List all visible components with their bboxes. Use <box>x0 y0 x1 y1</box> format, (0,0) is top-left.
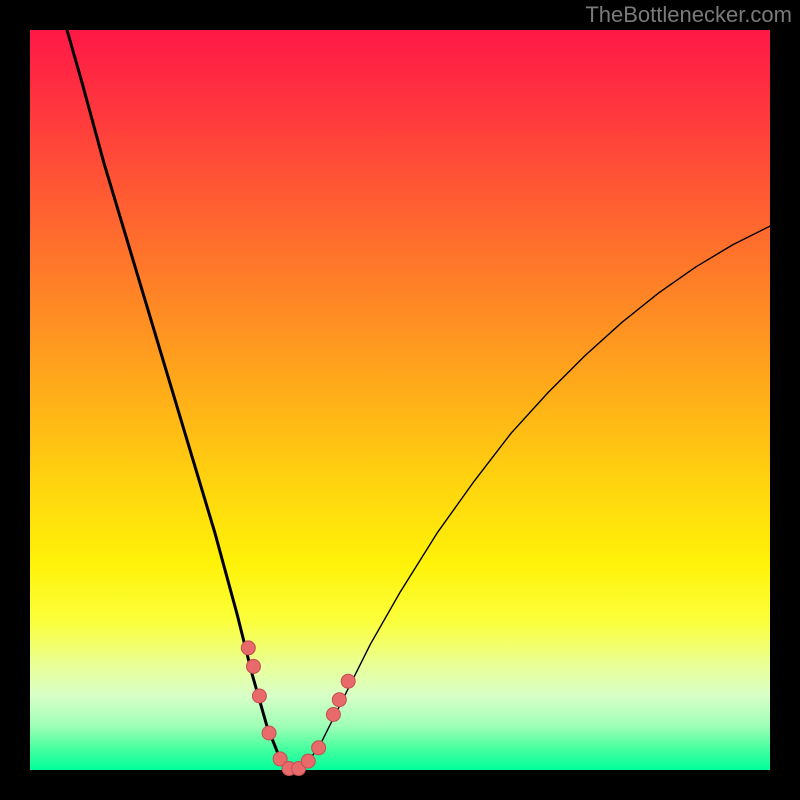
marker-dot <box>246 659 260 673</box>
marker-dot <box>312 741 326 755</box>
bottleneck-chart <box>0 0 800 800</box>
plot-background <box>30 30 770 770</box>
marker-dot <box>241 641 255 655</box>
marker-dot <box>301 754 315 768</box>
marker-dot <box>332 693 346 707</box>
attribution-text: TheBottlenecker.com <box>585 2 792 28</box>
marker-dot <box>326 708 340 722</box>
marker-dot <box>252 689 266 703</box>
marker-dot <box>341 674 355 688</box>
marker-dot <box>262 726 276 740</box>
